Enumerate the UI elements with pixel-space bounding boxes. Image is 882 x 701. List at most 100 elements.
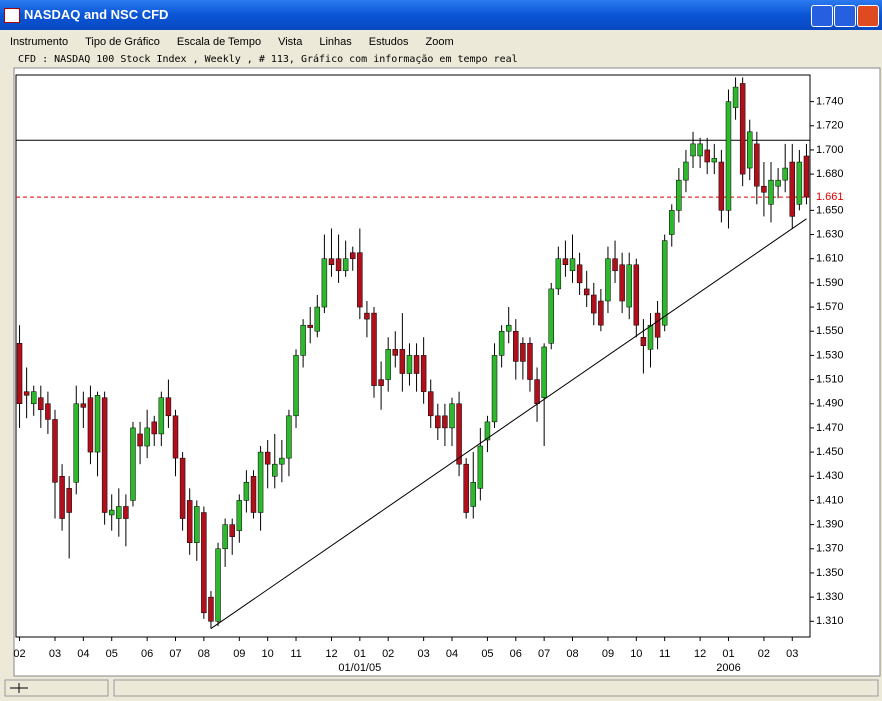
candle-body [768,179,774,205]
y-tick-label: 1.550 [816,325,844,337]
candle-body [201,512,207,614]
year-label: 2006 [716,662,740,674]
menu-item[interactable]: Estudos [368,36,409,48]
candle-body [314,306,321,332]
candle-body [194,506,200,543]
candle-body [477,445,484,489]
candle-body [711,158,718,163]
minimize-button[interactable] [811,5,833,27]
x-tick-label: 02 [13,648,25,660]
candle-body [661,240,668,326]
y-tick-label: 1.700 [816,144,844,156]
price-line-label: 1.661 [816,191,844,203]
candle-body [108,509,115,516]
y-tick-label: 1.530 [816,349,844,361]
candle-body [66,488,72,513]
candle-body [803,155,810,198]
candle-body [513,330,519,362]
y-tick-label: 1.720 [816,120,844,132]
plot-area [15,74,811,638]
candle-body [137,433,143,447]
candle-body [321,258,328,308]
candle-body [123,506,129,519]
x-tick-label: 12 [694,648,706,660]
y-tick-label: 1.430 [816,470,844,482]
x-tick-label: 02 [382,648,394,660]
candle-body [470,482,476,507]
candle-body [420,355,427,392]
status-pane [113,679,879,697]
x-tick-label: 07 [169,648,181,660]
x-tick-label: 10 [630,648,642,660]
status-pane [4,679,109,697]
candle-body [612,258,618,272]
candle-body [300,324,306,356]
y-tick-label: 1.630 [816,228,844,240]
candle-body [718,161,725,211]
menu-item[interactable]: Linhas [319,36,352,48]
x-tick-label: 11 [659,648,670,660]
candle-body [378,379,384,386]
close-button[interactable] [857,5,879,27]
candle-body [87,397,94,453]
x-tick-label: 05 [481,648,493,660]
year-label: 01/01/05 [338,662,381,674]
candle-body [144,427,150,447]
candle-body [350,252,356,259]
candle-body [406,355,413,374]
x-tick-label: 05 [106,648,118,660]
candle-body [52,419,58,483]
candle-body [94,395,101,453]
x-tick-label: 08 [566,648,578,660]
menu-item[interactable]: Tipo de Gráfico [85,36,160,48]
candle-body [704,149,710,163]
candle-body [328,258,335,266]
menu-bar: Instrumento Tipo de Gráfico Escala de Temp… [0,33,882,51]
x-tick-label: 09 [233,648,245,660]
candle-body [498,330,505,356]
candle-body [80,403,87,408]
y-tick-label: 1.650 [816,204,844,216]
candle-body [747,131,753,169]
candle-body [16,343,23,404]
candle-body [725,101,732,211]
y-tick-label: 1.490 [816,398,844,410]
menu-item[interactable]: Instrumento [10,36,69,48]
candle-body [796,161,803,205]
candle-body [456,403,462,465]
candle-body [59,476,65,519]
menu-item[interactable]: Zoom [425,36,454,48]
candle-body [435,415,441,429]
candle-body [491,355,498,423]
candle-body [179,457,186,519]
app-icon [4,8,20,23]
x-tick-label: 01 [722,648,734,660]
y-tick-label: 1.570 [816,301,844,313]
candle-body [172,415,179,459]
menu-item[interactable]: Vista [278,36,303,48]
chart-subtitle: CFD : NASDAQ 100 Stock Index , Weekly , … [18,54,518,65]
x-tick-label: 12 [325,648,337,660]
candle-body [208,596,214,622]
candle-body [654,312,661,338]
candle-body [272,463,278,477]
menu-item[interactable]: Escala de Tempo [176,36,262,48]
candle-body [605,258,611,302]
y-tick-label: 1.610 [816,253,844,265]
x-tick-label: 03 [49,648,61,660]
candle-body [548,288,554,344]
maximize-button[interactable] [834,5,856,27]
candle-body [576,264,583,284]
x-tick-label: 02 [758,648,770,660]
candle-body [264,451,271,465]
y-tick-label: 1.680 [816,168,844,180]
candle-body [520,343,526,362]
candle-body [286,415,292,459]
title-bar: NASDAQ and NSC CFD [0,0,882,30]
candle-body [669,210,675,235]
y-tick-label: 1.370 [816,543,844,555]
x-tick-label: 04 [446,648,458,660]
candle-body [335,258,342,272]
candle-body [562,258,569,266]
candle-body [591,294,597,314]
